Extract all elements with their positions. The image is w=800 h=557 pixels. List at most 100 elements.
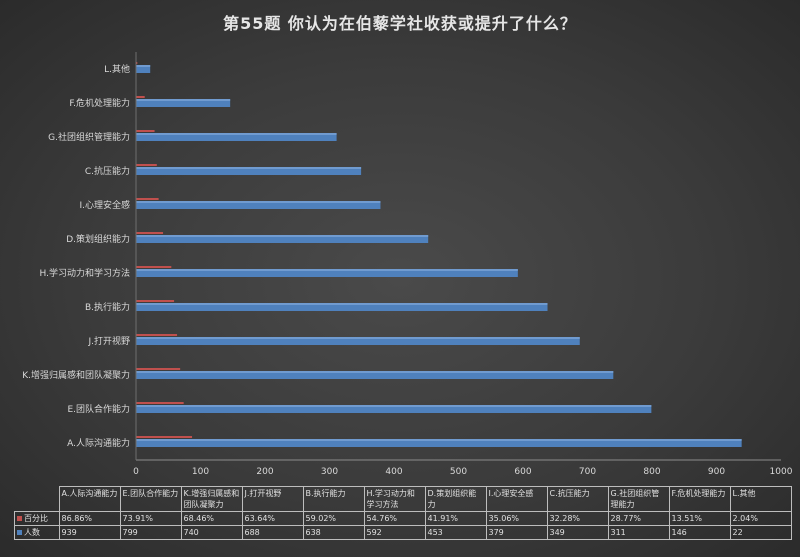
bar-chart: A.人际沟通能力 E.团队合作能力 K.增强归属感和团队凝聚力 J.打开视野 B.执行能… [22, 52, 793, 477]
bar-count [136, 167, 362, 175]
data-table-row-count: 人数 939 799 740 688 638 592 453 379 349 311 146 22 [14, 525, 792, 540]
bar-percent [136, 402, 184, 404]
legend-label-count: 人数 [24, 528, 40, 537]
bar-count-highlight [136, 269, 518, 271]
table-cell-percent: 68.46% [180, 511, 243, 526]
table-cell-percent: 2.04% [729, 511, 792, 526]
bar-percent [136, 164, 157, 166]
table-header-cell: E.团队合作能力 [119, 486, 182, 512]
bar-percent [136, 232, 164, 234]
bar-percent [136, 198, 159, 200]
x-tick-label: 0 [133, 467, 139, 477]
bar-count-highlight [136, 303, 548, 305]
category-label: H.学习动力和学习方法 [40, 267, 130, 279]
table-cell-count: 311 [607, 525, 670, 540]
data-table-row-percent: 百分比 86.86% 73.91% 68.46% 63.64% 59.02% 54.76%… [14, 511, 792, 526]
x-tick-label: 800 [643, 467, 660, 477]
bar-count [136, 201, 381, 209]
bar-percent [136, 266, 172, 268]
table-cell-count: 939 [58, 525, 121, 540]
table-cell-count: 349 [546, 525, 609, 540]
table-cell-count: 799 [119, 525, 182, 540]
bar-count [136, 99, 231, 107]
bar-count [136, 303, 548, 311]
table-cell-percent: 13.51% [668, 511, 731, 526]
table-cell-count: 740 [180, 525, 243, 540]
bar-percent [136, 300, 175, 302]
table-cell-percent: 32.28% [546, 511, 609, 526]
legend-entry-count: 人数 [14, 525, 60, 540]
table-header-cell: J.打开视野 [241, 486, 304, 512]
table-cell-count: 146 [668, 525, 731, 540]
x-tick-label: 1000 [770, 467, 793, 477]
table-cell-percent: 86.86% [58, 511, 121, 526]
legend-key-percent [17, 516, 22, 521]
bar-count-highlight [136, 201, 381, 203]
category-label: E.团队合作能力 [67, 403, 130, 415]
bar-count-highlight [136, 167, 362, 169]
x-tick-label: 900 [708, 467, 725, 477]
table-cell-percent: 28.77% [607, 511, 670, 526]
table-header-cell: A.人际沟通能力 [58, 486, 121, 512]
table-header-cell: H.学习动力和学习方法 [363, 486, 426, 512]
bar-count-highlight [136, 337, 580, 339]
bar-count [136, 269, 518, 277]
table-corner [14, 486, 60, 512]
category-label: D.策划组织能力 [66, 233, 130, 245]
data-table-header-row: A.人际沟通能力 E.团队合作能力 K.增强归属感和团队凝聚力 J.打开视野 B.执行能… [14, 486, 792, 512]
category-label: G.社团组织管理能力 [48, 131, 130, 143]
bar-count-highlight [136, 371, 614, 373]
table-cell-count: 592 [363, 525, 426, 540]
table-header-cell: D.策划组织能力 [424, 486, 487, 512]
legend-key-count [17, 530, 22, 535]
category-label: L.其他 [104, 63, 130, 75]
x-tick-label: 700 [579, 467, 596, 477]
category-label: A.人际沟通能力 [67, 437, 130, 449]
bar-count [136, 439, 742, 447]
x-tick-label: 600 [514, 467, 531, 477]
bar-percent [136, 368, 181, 370]
legend-entry-percent: 百分比 [14, 511, 60, 526]
bar-percent [136, 96, 145, 98]
table-cell-percent: 35.06% [485, 511, 548, 526]
category-label: J.打开视野 [87, 335, 130, 347]
category-label: C.抗压能力 [85, 165, 130, 177]
x-tick-label: 300 [321, 467, 338, 477]
category-label: K.增强归属感和团队凝聚力 [22, 369, 130, 381]
chart-title: 第55题 你认为在伯藜学社收获或提升了什么？ [223, 14, 577, 33]
x-tick-label: 500 [450, 467, 467, 477]
bar-count-highlight [136, 65, 151, 67]
bar-count-highlight [136, 439, 742, 441]
bar-percent [136, 62, 138, 64]
bar-count [136, 371, 614, 379]
table-header-cell: B.执行能力 [302, 486, 365, 512]
x-tick-label: 400 [385, 467, 402, 477]
table-cell-count: 688 [241, 525, 304, 540]
bar-count [136, 405, 652, 413]
x-tick-label: 100 [192, 467, 209, 477]
data-table: A.人际沟通能力 E.团队合作能力 K.增强归属感和团队凝聚力 J.打开视野 B.执行能… [14, 486, 792, 540]
legend-label-percent: 百分比 [24, 514, 48, 523]
bar-percent [136, 436, 193, 438]
table-header-cell: L.其他 [729, 486, 792, 512]
category-label: B.执行能力 [85, 301, 130, 313]
category-label: I.心理安全感 [79, 199, 130, 211]
table-cell-count: 22 [729, 525, 792, 540]
table-header-cell: F.危机处理能力 [668, 486, 731, 512]
table-cell-percent: 63.64% [241, 511, 304, 526]
table-cell-percent: 73.91% [119, 511, 182, 526]
bar-count [136, 133, 337, 141]
bar-count [136, 337, 580, 345]
table-cell-count: 638 [302, 525, 365, 540]
table-cell-percent: 54.76% [363, 511, 426, 526]
table-cell-percent: 59.02% [302, 511, 365, 526]
bar-count-highlight [136, 99, 231, 101]
table-header-cell: G.社团组织管理能力 [607, 486, 670, 512]
table-header-cell: I.心理安全感 [485, 486, 548, 512]
bar-count-highlight [136, 133, 337, 135]
table-cell-count: 453 [424, 525, 487, 540]
bar-count [136, 235, 429, 243]
table-header-cell: C.抗压能力 [546, 486, 609, 512]
bar-count-highlight [136, 405, 652, 407]
table-cell-count: 379 [485, 525, 548, 540]
